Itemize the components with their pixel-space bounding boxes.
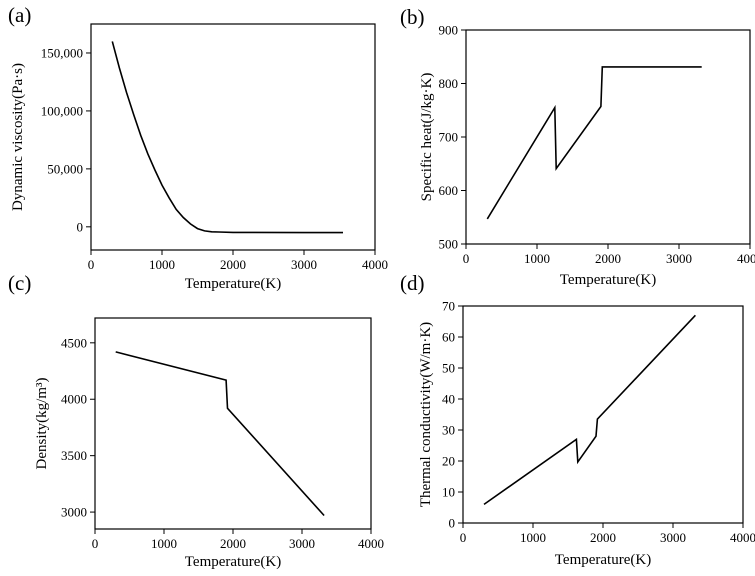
- panel-d-x-tick-label: 2000: [590, 530, 616, 545]
- panel-d-y-tick-label: 0: [449, 516, 456, 531]
- panel-b-series-line: [486, 66, 702, 220]
- panel-b-letter: (b): [400, 5, 425, 29]
- panel-c-x-tick-label: 4000: [358, 536, 384, 551]
- panel-d-x-tick-label: 1000: [520, 530, 546, 545]
- panel-c-x-axis-title: Temperature(K): [185, 554, 281, 570]
- panel-a-x-tick-label: 0: [88, 257, 95, 272]
- panel-c-series-line: [115, 351, 325, 517]
- panel-d-y-tick-label: 70: [442, 299, 455, 314]
- panel-a-series-line: [111, 41, 343, 234]
- panel-d-x-tick-label: 0: [460, 530, 467, 545]
- panel-d-y-axis-title: Thermal conductivity(W/m·K): [418, 322, 434, 507]
- panel-b-y-tick-label: 700: [439, 130, 459, 145]
- panel-b-y-axis-title: Specific heat(J/kg·K): [419, 73, 435, 202]
- panel-a-y-tick-label: 50,000: [47, 161, 83, 176]
- panel-c-y-axis-title: Density(kg/m³): [34, 378, 50, 470]
- panel-c-x-tick-label: 1000: [151, 536, 177, 551]
- panel-b-plot-frame: [465, 29, 751, 245]
- panel-c-x-tick-label: 2000: [220, 536, 246, 551]
- panel-c: (c) 0 1000 2000 3000 4000 3000 3500 4000 4500 Temp…: [8, 271, 384, 570]
- panel-b-y-tick-label: 600: [439, 183, 459, 198]
- panel-d-y-tick-label: 30: [442, 423, 455, 438]
- panel-d-series-line: [483, 314, 696, 506]
- panel-a-y-tick-label: 100,000: [41, 103, 83, 118]
- panel-b: (b) 0 1000 2000 3000 4000 500 600 700 800 900 Tempe…: [400, 5, 755, 288]
- panel-b-x-axis-title: Temperature(K): [560, 272, 656, 288]
- panel-c-y-tick-label: 3500: [61, 448, 87, 463]
- panel-b-x-tick-label: 3000: [666, 251, 692, 266]
- panel-d-y-tick-label: 20: [442, 454, 455, 469]
- panel-a-plot-frame: [90, 23, 376, 251]
- panel-b-x-tick-label: 4000: [737, 251, 755, 266]
- panel-a-y-tick-label: 150,000: [41, 45, 83, 60]
- panel-c-letter: (c): [8, 271, 31, 295]
- panel-a-y-tick-label: 0: [77, 219, 84, 234]
- panel-c-x-tick-label: 3000: [289, 536, 315, 551]
- panel-b-y-tick-label: 500: [439, 237, 459, 252]
- panel-d-y-tick-label: 40: [442, 392, 455, 407]
- panel-b-x-tick-label: 1000: [524, 251, 550, 266]
- panel-d-y-tick-label: 50: [442, 361, 455, 376]
- panel-b-y-tick-label: 800: [439, 76, 459, 91]
- panel-b-x-tick-label: 2000: [595, 251, 621, 266]
- panel-a-x-tick-label: 4000: [362, 257, 388, 272]
- panel-a-x-axis-title: Temperature(K): [185, 276, 281, 292]
- panel-c-y-tick-label: 3000: [61, 505, 87, 520]
- panel-d-x-tick-label: 4000: [730, 530, 755, 545]
- panel-d-x-tick-label: 3000: [660, 530, 686, 545]
- panel-b-x-tick-label: 0: [463, 251, 470, 266]
- panel-a-x-tick-label: 2000: [220, 257, 246, 272]
- panel-a-y-axis-title: Dynamic viscosity(Pa·s): [10, 63, 26, 211]
- panel-a-x-tick-label: 1000: [149, 257, 175, 272]
- panel-d-y-tick-label: 60: [442, 330, 455, 345]
- panel-c-y-tick-label: 4500: [61, 335, 87, 350]
- panel-d-y-tick-label: 10: [442, 485, 455, 500]
- panel-a-x-tick-label: 3000: [291, 257, 317, 272]
- panel-d-letter: (d): [400, 271, 425, 295]
- panel-a: (a) 0 1000 2000 3000 4000 0 50,000 100,000 150,00…: [8, 3, 388, 292]
- panel-a-letter: (a): [8, 3, 31, 27]
- panel-c-y-tick-label: 4000: [61, 392, 87, 407]
- panel-c-plot-frame: [94, 317, 372, 530]
- panel-d: (d) 0 1000 2000 3000 4000 0 10 20 30 40 50 60 70 Tempe…: [400, 271, 755, 568]
- panel-d-x-axis-title: Temperature(K): [555, 552, 651, 568]
- panel-b-y-tick-label: 900: [439, 23, 459, 38]
- panel-c-x-tick-label: 0: [92, 536, 99, 551]
